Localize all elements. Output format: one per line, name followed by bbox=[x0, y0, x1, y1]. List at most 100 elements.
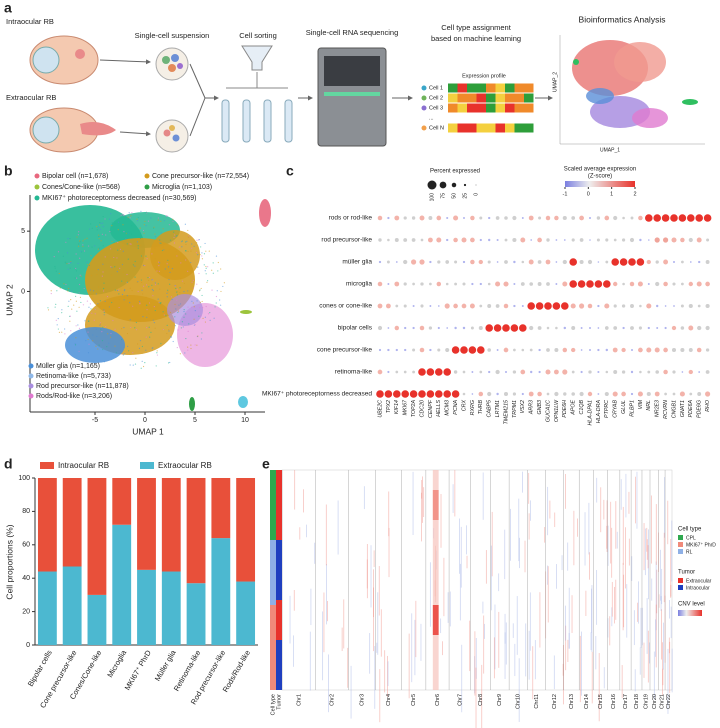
heat-cell bbox=[505, 103, 515, 113]
cell-point bbox=[127, 345, 129, 347]
heat-cell bbox=[448, 103, 458, 113]
cnv-stripe bbox=[603, 499, 605, 520]
cell-point bbox=[139, 303, 141, 305]
cell-point bbox=[86, 237, 88, 239]
cell-point bbox=[76, 236, 78, 238]
dot bbox=[628, 258, 636, 266]
cell-point bbox=[207, 313, 210, 315]
dot bbox=[478, 325, 483, 331]
tumor bbox=[80, 122, 116, 136]
dot bbox=[503, 391, 509, 397]
bar-segment bbox=[62, 566, 82, 645]
cell-point bbox=[187, 346, 189, 348]
dot bbox=[429, 305, 432, 307]
expression-heatmap bbox=[448, 83, 534, 133]
cell-point bbox=[93, 319, 95, 321]
cell-point bbox=[202, 317, 204, 319]
bar-segment bbox=[236, 478, 256, 582]
cell-point bbox=[137, 245, 139, 247]
cell-point bbox=[123, 290, 126, 292]
dot bbox=[528, 259, 534, 265]
row-label: müller glia bbox=[342, 259, 372, 266]
label: Intraocular RB bbox=[6, 17, 54, 26]
cnv-stripe bbox=[600, 487, 602, 533]
cell-point bbox=[199, 289, 201, 291]
cell-point bbox=[151, 288, 154, 291]
cnv-stripe bbox=[510, 508, 511, 561]
bar-segment bbox=[62, 478, 82, 567]
heat-cell bbox=[476, 123, 486, 133]
cell-point bbox=[67, 238, 69, 240]
dot bbox=[636, 258, 645, 266]
cell-point bbox=[140, 279, 143, 281]
y-tick-label: 0 bbox=[26, 642, 30, 649]
cell-point bbox=[116, 257, 118, 259]
cell-point bbox=[103, 282, 105, 284]
cell-point bbox=[167, 362, 170, 364]
cnv-stripe bbox=[388, 491, 390, 537]
cell-point bbox=[96, 274, 98, 276]
cell-point bbox=[96, 304, 98, 306]
dot bbox=[638, 215, 643, 221]
dot bbox=[446, 327, 449, 329]
dot bbox=[589, 349, 591, 351]
cnv-stripe bbox=[504, 613, 506, 679]
cell-point bbox=[216, 290, 218, 292]
dot bbox=[521, 392, 524, 396]
cell-point bbox=[62, 255, 64, 257]
cnv-stripe bbox=[655, 561, 657, 631]
cell-point bbox=[138, 347, 141, 349]
cell-point bbox=[139, 340, 142, 342]
cell-point bbox=[199, 315, 202, 317]
cnv-stripe bbox=[447, 592, 449, 623]
cnv-stripe bbox=[626, 584, 628, 638]
dot bbox=[470, 259, 475, 265]
cell-point bbox=[64, 333, 66, 335]
dot bbox=[404, 326, 407, 330]
chr-label: Chr4 bbox=[386, 694, 392, 706]
heat-cell bbox=[524, 83, 534, 93]
cell-point bbox=[155, 365, 157, 367]
dot bbox=[412, 304, 415, 308]
dot bbox=[377, 303, 383, 309]
cluster bbox=[682, 99, 698, 105]
cell-point bbox=[88, 264, 91, 267]
dot bbox=[479, 216, 483, 220]
cell-point bbox=[57, 317, 59, 320]
dot bbox=[555, 326, 558, 330]
cnv-stripe bbox=[662, 642, 663, 696]
dot bbox=[688, 325, 694, 331]
cell-point bbox=[167, 329, 170, 331]
cell-point bbox=[179, 287, 181, 289]
cell-point bbox=[207, 280, 209, 282]
gene-label: ARR3 bbox=[529, 400, 535, 415]
cnv-stripe bbox=[516, 596, 518, 655]
cell-point bbox=[111, 225, 113, 227]
cell-point bbox=[100, 328, 102, 330]
dot bbox=[588, 326, 592, 330]
cell-point bbox=[150, 331, 152, 333]
legend-label: Extraocular bbox=[686, 578, 712, 584]
axis-label: UMAP 2 bbox=[4, 284, 14, 316]
cell-point bbox=[99, 324, 101, 326]
cell-point bbox=[141, 360, 143, 362]
dot bbox=[672, 370, 676, 374]
dot bbox=[680, 326, 685, 330]
cell-point bbox=[105, 326, 107, 328]
dot bbox=[688, 348, 693, 352]
cell-point bbox=[114, 289, 116, 291]
cell-point bbox=[146, 309, 148, 311]
cell-point bbox=[74, 277, 76, 279]
cell-point bbox=[190, 250, 192, 252]
cell-point bbox=[176, 291, 178, 293]
heat-cell bbox=[524, 93, 534, 103]
cell-point bbox=[88, 306, 90, 308]
cell-point bbox=[80, 250, 82, 252]
cell-point bbox=[140, 367, 142, 369]
cell-point bbox=[95, 328, 98, 330]
cnv-stripe bbox=[289, 595, 291, 644]
gene-label: CRX bbox=[461, 400, 467, 412]
gene-label: HLA-DRA bbox=[596, 400, 602, 424]
cell-point bbox=[85, 340, 87, 342]
cnv-stripe bbox=[525, 623, 527, 677]
